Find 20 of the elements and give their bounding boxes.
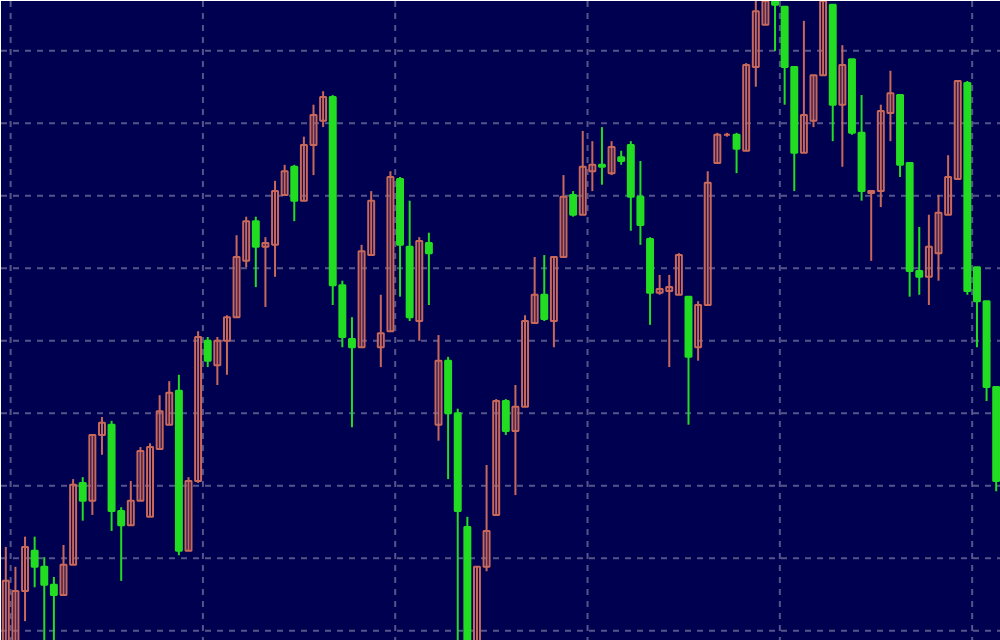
- candlestick: [386, 170, 395, 333]
- candlestick: [251, 215, 260, 289]
- candlestick: [607, 140, 616, 177]
- candlestick: [290, 163, 299, 223]
- candlestick: [376, 293, 385, 369]
- candlestick: [415, 236, 424, 342]
- candlestick: [424, 231, 433, 306]
- candlestick: [492, 398, 501, 516]
- candlestick: [78, 476, 87, 522]
- candlestick: [203, 336, 212, 369]
- candlestick: [597, 126, 606, 186]
- candlestick: [771, 1, 780, 52]
- candlestick: [501, 398, 510, 436]
- candlestick: [434, 334, 443, 442]
- candlestick: [713, 131, 722, 164]
- candlestick: [347, 316, 356, 429]
- candlestick: [838, 44, 847, 168]
- candlestick: [732, 131, 741, 175]
- candlestick: [540, 254, 549, 322]
- candlestick: [569, 190, 578, 218]
